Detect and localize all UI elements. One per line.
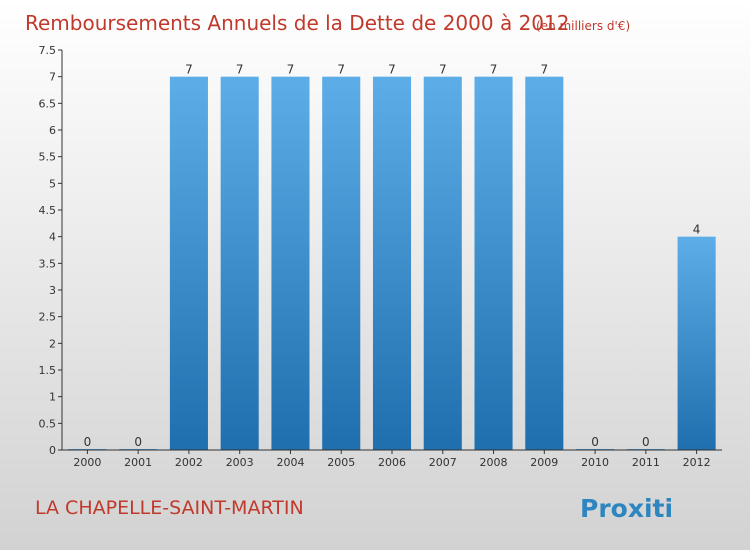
bar-value-label: 0 — [591, 435, 599, 449]
bar-value-label: 7 — [287, 63, 295, 77]
x-tick-label: 2010 — [581, 456, 609, 469]
y-tick-label: 3.5 — [39, 257, 57, 270]
x-tick-label: 2011 — [632, 456, 660, 469]
bar — [271, 76, 310, 451]
bar-value-label: 4 — [693, 223, 701, 237]
bar-value-label: 7 — [185, 63, 193, 77]
bar — [423, 76, 462, 451]
chart-unit: (en milliers d'€) — [536, 19, 630, 33]
x-tick-label: 2008 — [480, 456, 508, 469]
x-tick-label: 2003 — [226, 456, 254, 469]
y-tick-label: 4.5 — [39, 204, 57, 217]
bar-value-label: 7 — [439, 63, 447, 77]
y-tick-label: 0 — [49, 444, 56, 457]
bar-value-label: 0 — [84, 435, 92, 449]
x-tick-label: 2006 — [378, 456, 406, 469]
location-name: LA CHAPELLE-SAINT-MARTIN — [35, 497, 304, 519]
bar-value-label: 7 — [236, 63, 244, 77]
x-tick-label: 2007 — [429, 456, 457, 469]
y-tick-label: 7 — [49, 71, 56, 84]
x-tick-label: 2001 — [124, 456, 152, 469]
y-tick-label: 7.5 — [39, 44, 57, 57]
proxiti-logo: Proxiti — [580, 494, 673, 523]
x-tick-label: 2000 — [73, 456, 101, 469]
y-tick-label: 5.5 — [39, 151, 57, 164]
bar — [220, 76, 259, 451]
x-tick-label: 2005 — [327, 456, 355, 469]
bar-value-label: 0 — [642, 435, 650, 449]
chart-title: Remboursements Annuels de la Dette de 20… — [25, 11, 569, 35]
x-axis: 2000 2001 2002 2003 2004 2005 2006 2007 2008 2009… — [62, 449, 722, 469]
bars: 0 0 7 7 7 7 7 7 7 7 0 0 4 — [68, 63, 716, 451]
bar — [677, 236, 716, 450]
bar-value-label: 0 — [134, 435, 142, 449]
bar — [372, 76, 412, 451]
bar-value-label: 7 — [337, 63, 345, 77]
y-tick-label: 4 — [49, 231, 56, 244]
y-tick-label: 5 — [49, 177, 56, 190]
y-tick-label: 3 — [49, 284, 56, 297]
bar — [322, 76, 361, 451]
x-tick-label: 2012 — [683, 456, 711, 469]
x-tick-label: 2002 — [175, 456, 203, 469]
y-tick-label: 0.5 — [39, 417, 57, 430]
bar-value-label: 7 — [540, 63, 548, 77]
y-axis: 0 0.5 1 1.5 2 2.5 3 3.5 4 4.5 5 5.5 6 6.5 7 7.5 — [39, 44, 63, 457]
y-tick-label: 1 — [49, 391, 56, 404]
y-tick-label: 2 — [49, 337, 56, 350]
bar-value-label: 7 — [388, 63, 396, 77]
bar — [474, 76, 513, 451]
bar — [169, 76, 208, 451]
y-tick-label: 2.5 — [39, 311, 57, 324]
y-tick-label: 1.5 — [39, 364, 57, 377]
logo-text: Proxiti — [580, 494, 673, 523]
bar-value-label: 7 — [490, 63, 498, 77]
y-tick-label: 6.5 — [39, 97, 57, 110]
y-tick-label: 6 — [49, 124, 56, 137]
bar — [525, 76, 564, 451]
x-tick-label: 2004 — [276, 456, 304, 469]
x-tick-label: 2009 — [530, 456, 558, 469]
